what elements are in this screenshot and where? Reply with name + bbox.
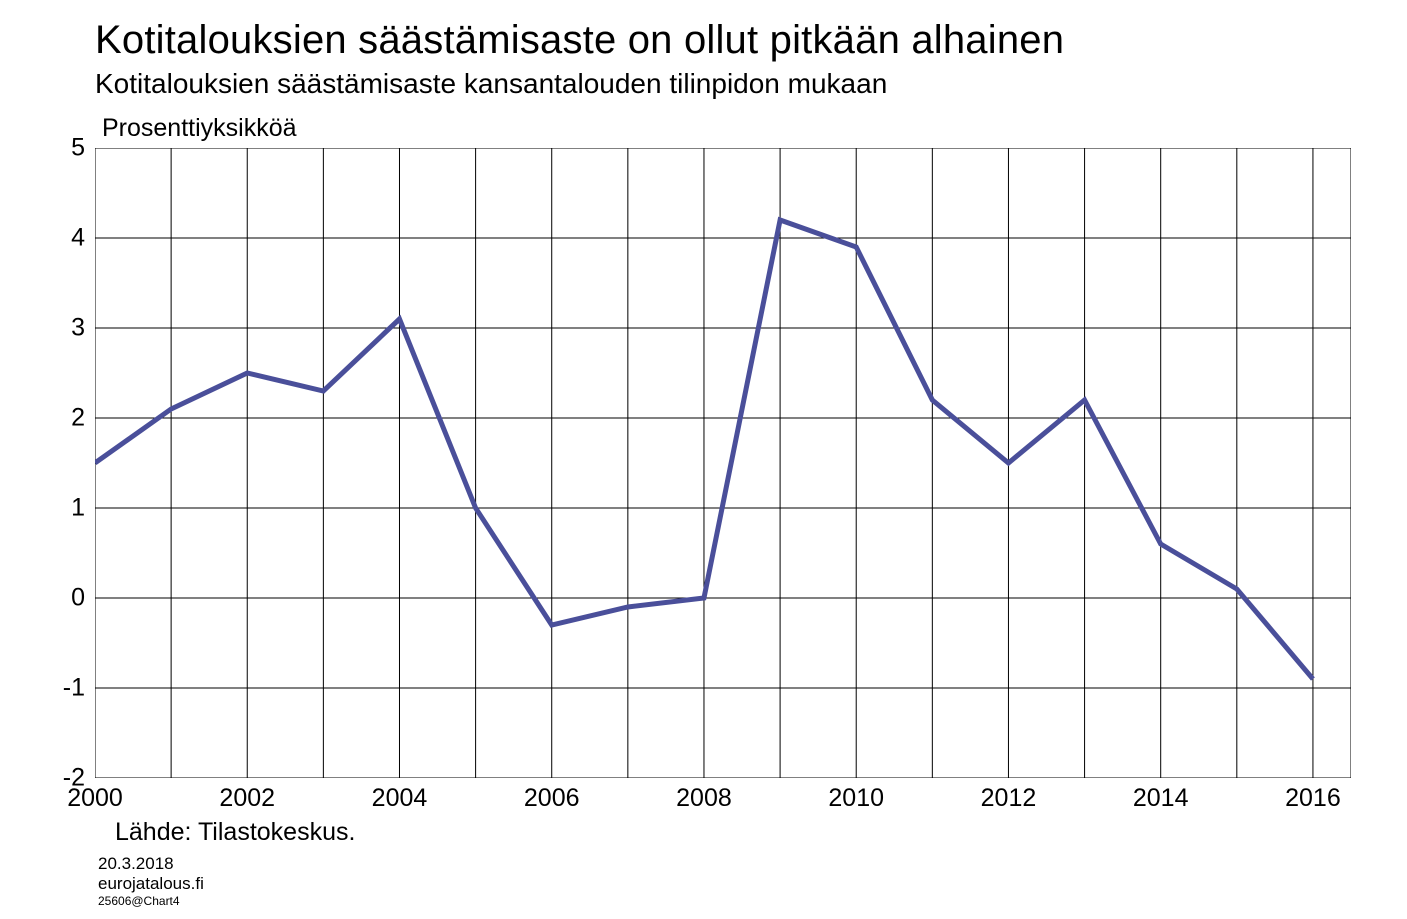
chart-footer-site: eurojatalous.fi — [98, 874, 204, 894]
x-tick-label: 2010 — [828, 784, 884, 813]
y-tick-label: 3 — [25, 314, 85, 343]
y-tick-label: 4 — [25, 224, 85, 253]
x-tick-label: 2016 — [1285, 784, 1341, 813]
chart-subtitle: Kotitalouksien säästämisaste kansantalou… — [95, 68, 887, 100]
y-tick-label: -1 — [25, 674, 85, 703]
chart-footer-date: 20.3.2018 — [98, 854, 174, 874]
x-tick-label: 2000 — [67, 784, 123, 813]
chart-source: Lähde: Tilastokeskus. — [115, 818, 355, 847]
y-tick-label: 0 — [25, 584, 85, 613]
y-tick-label: 1 — [25, 494, 85, 523]
x-tick-label: 2012 — [981, 784, 1037, 813]
x-tick-label: 2008 — [676, 784, 732, 813]
chart-plot-area — [95, 148, 1351, 778]
x-tick-label: 2004 — [372, 784, 428, 813]
y-tick-label: 5 — [25, 134, 85, 163]
x-tick-label: 2002 — [219, 784, 275, 813]
chart-title: Kotitalouksien säästämisaste on ollut pi… — [95, 18, 1064, 63]
y-tick-label: 2 — [25, 404, 85, 433]
chart-footer-id: 25606@Chart4 — [98, 894, 180, 908]
chart-container: Kotitalouksien säästämisaste on ollut pi… — [0, 0, 1407, 919]
x-tick-label: 2014 — [1133, 784, 1189, 813]
y-axis-unit-label: Prosenttiyksikköä — [102, 114, 297, 143]
x-tick-label: 2006 — [524, 784, 580, 813]
